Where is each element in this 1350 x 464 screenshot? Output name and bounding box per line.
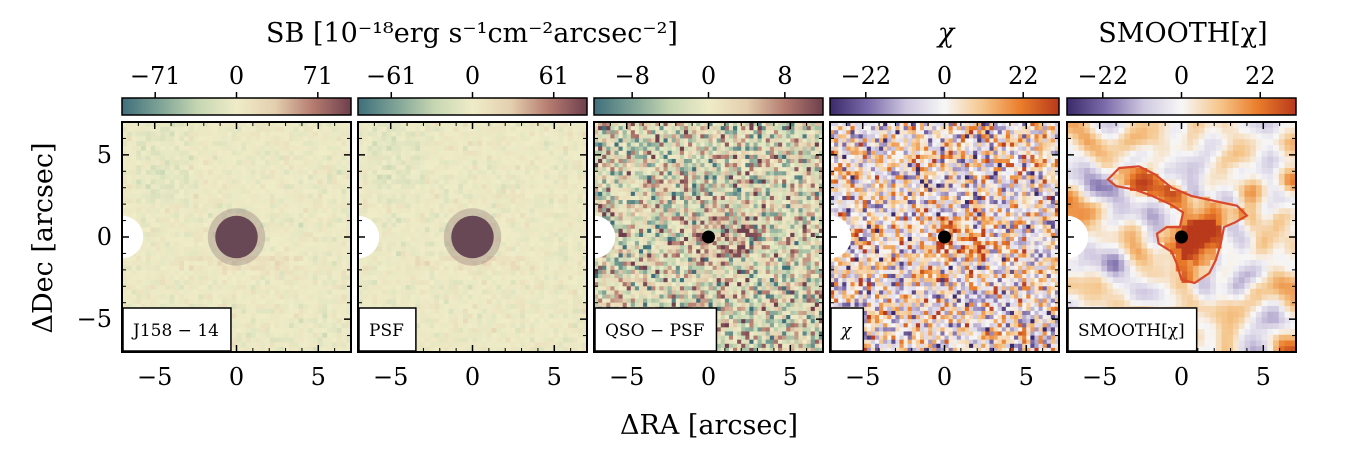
colorbar-tick-label: 0 — [701, 62, 716, 90]
x-tick-label: 5 — [311, 363, 326, 391]
y-axis-label: ΔDec [arcsec] — [28, 143, 59, 334]
x-tick-label: 0 — [701, 363, 716, 391]
colorbar: −22 0 22 — [829, 62, 1060, 116]
y-tick-label: 5 — [97, 141, 112, 169]
panel-label-text: QSO − PSF — [605, 321, 705, 341]
heatmap-image — [122, 122, 351, 352]
colorbar: −71 0 71 — [121, 62, 352, 116]
panel-label-text: SMOOTH[χ] — [1078, 321, 1185, 341]
colorbar-tick-label: 22 — [1008, 62, 1039, 90]
masked-region — [122, 215, 144, 259]
panel-label: SMOOTH[χ] — [1067, 307, 1198, 352]
x-tick-label: −5 — [845, 363, 880, 391]
x-tick-label: 5 — [783, 363, 798, 391]
panel-label-text: J158 − 14 — [131, 321, 219, 341]
colorbar-tick-label: 0 — [465, 62, 480, 90]
heatmap-image — [830, 122, 1059, 352]
heatmap-image — [594, 122, 823, 352]
masked-region — [830, 215, 852, 259]
sb-colorbar-title: SB [10⁻¹⁸erg s⁻¹cm⁻²arcsec⁻²] — [266, 18, 678, 49]
colorbar-tick-label: 0 — [229, 62, 244, 90]
smooth-chi-colorbar-title: SMOOTH[χ] — [1098, 18, 1267, 49]
colorbar-tick-label: −8 — [614, 62, 649, 90]
x-tick-label: 0 — [465, 363, 480, 391]
x-tick-label: −5 — [609, 363, 644, 391]
y-tick-label: −5 — [77, 305, 112, 333]
colorbar-tick-label: 22 — [1245, 62, 1276, 90]
masked-region — [358, 215, 380, 259]
masked-region — [1067, 215, 1089, 259]
panel-4: −5 0 5 χ −22 0 22 — [829, 62, 1060, 391]
x-tick-label: −5 — [373, 363, 408, 391]
panel-label-text: PSF — [369, 321, 404, 341]
panel-label: J158 − 14 — [122, 307, 232, 352]
x-tick-label: 5 — [1019, 363, 1034, 391]
colorbar-tick-label: −71 — [130, 62, 181, 90]
panel-label: χ — [830, 307, 865, 352]
panel-label: PSF — [358, 307, 417, 352]
qso-position-marker — [938, 230, 951, 244]
masked-region — [594, 215, 616, 259]
colorbar-tick-label: −22 — [840, 62, 891, 90]
x-tick-label: 5 — [1256, 363, 1271, 391]
x-tick-label: −5 — [1082, 363, 1117, 391]
colorbar-tick-label: 8 — [777, 62, 792, 90]
colorbar: −22 0 22 — [1066, 62, 1297, 116]
x-tick-label: 0 — [1174, 363, 1189, 391]
panel-5: −5 0 5 SMOOTH[χ] −22 0 22 — [1066, 62, 1297, 391]
panel-label: QSO − PSF — [594, 307, 718, 352]
y-tick-label: 0 — [97, 223, 112, 251]
qso-position-marker — [1175, 230, 1188, 244]
qso-source — [451, 215, 494, 259]
chi-colorbar-title: χ — [936, 18, 956, 49]
significance-contour — [1106, 165, 1249, 285]
qso-position-marker — [702, 230, 715, 244]
colorbar-tick-label: 0 — [937, 62, 952, 90]
panel-2: −5 0 5 PSF −61 0 61 — [357, 62, 588, 391]
colorbar-tick-label: 71 — [303, 62, 334, 90]
x-tick-label: 0 — [229, 363, 244, 391]
x-tick-label: 0 — [937, 363, 952, 391]
panel-1: −5 0 5 5 0 −5 J158 − 14 −71 0 71 — [77, 62, 352, 391]
colorbar: −8 0 8 — [593, 62, 824, 116]
colorbar-tick-label: −61 — [366, 62, 417, 90]
colorbar-tick-label: 0 — [1174, 62, 1189, 90]
colorbar-tick-label: 61 — [538, 62, 569, 90]
x-tick-label: −5 — [137, 363, 172, 391]
panel-3: −5 0 5 QSO − PSF −8 0 8 — [593, 62, 824, 391]
colorbar: −61 0 61 — [357, 62, 588, 116]
x-tick-label: 5 — [547, 363, 562, 391]
colorbar-tick-label: −22 — [1077, 62, 1128, 90]
x-axis-label: ΔRA [arcsec] — [620, 410, 798, 441]
qso-source — [215, 215, 258, 259]
panel-label-text: χ — [840, 321, 853, 341]
